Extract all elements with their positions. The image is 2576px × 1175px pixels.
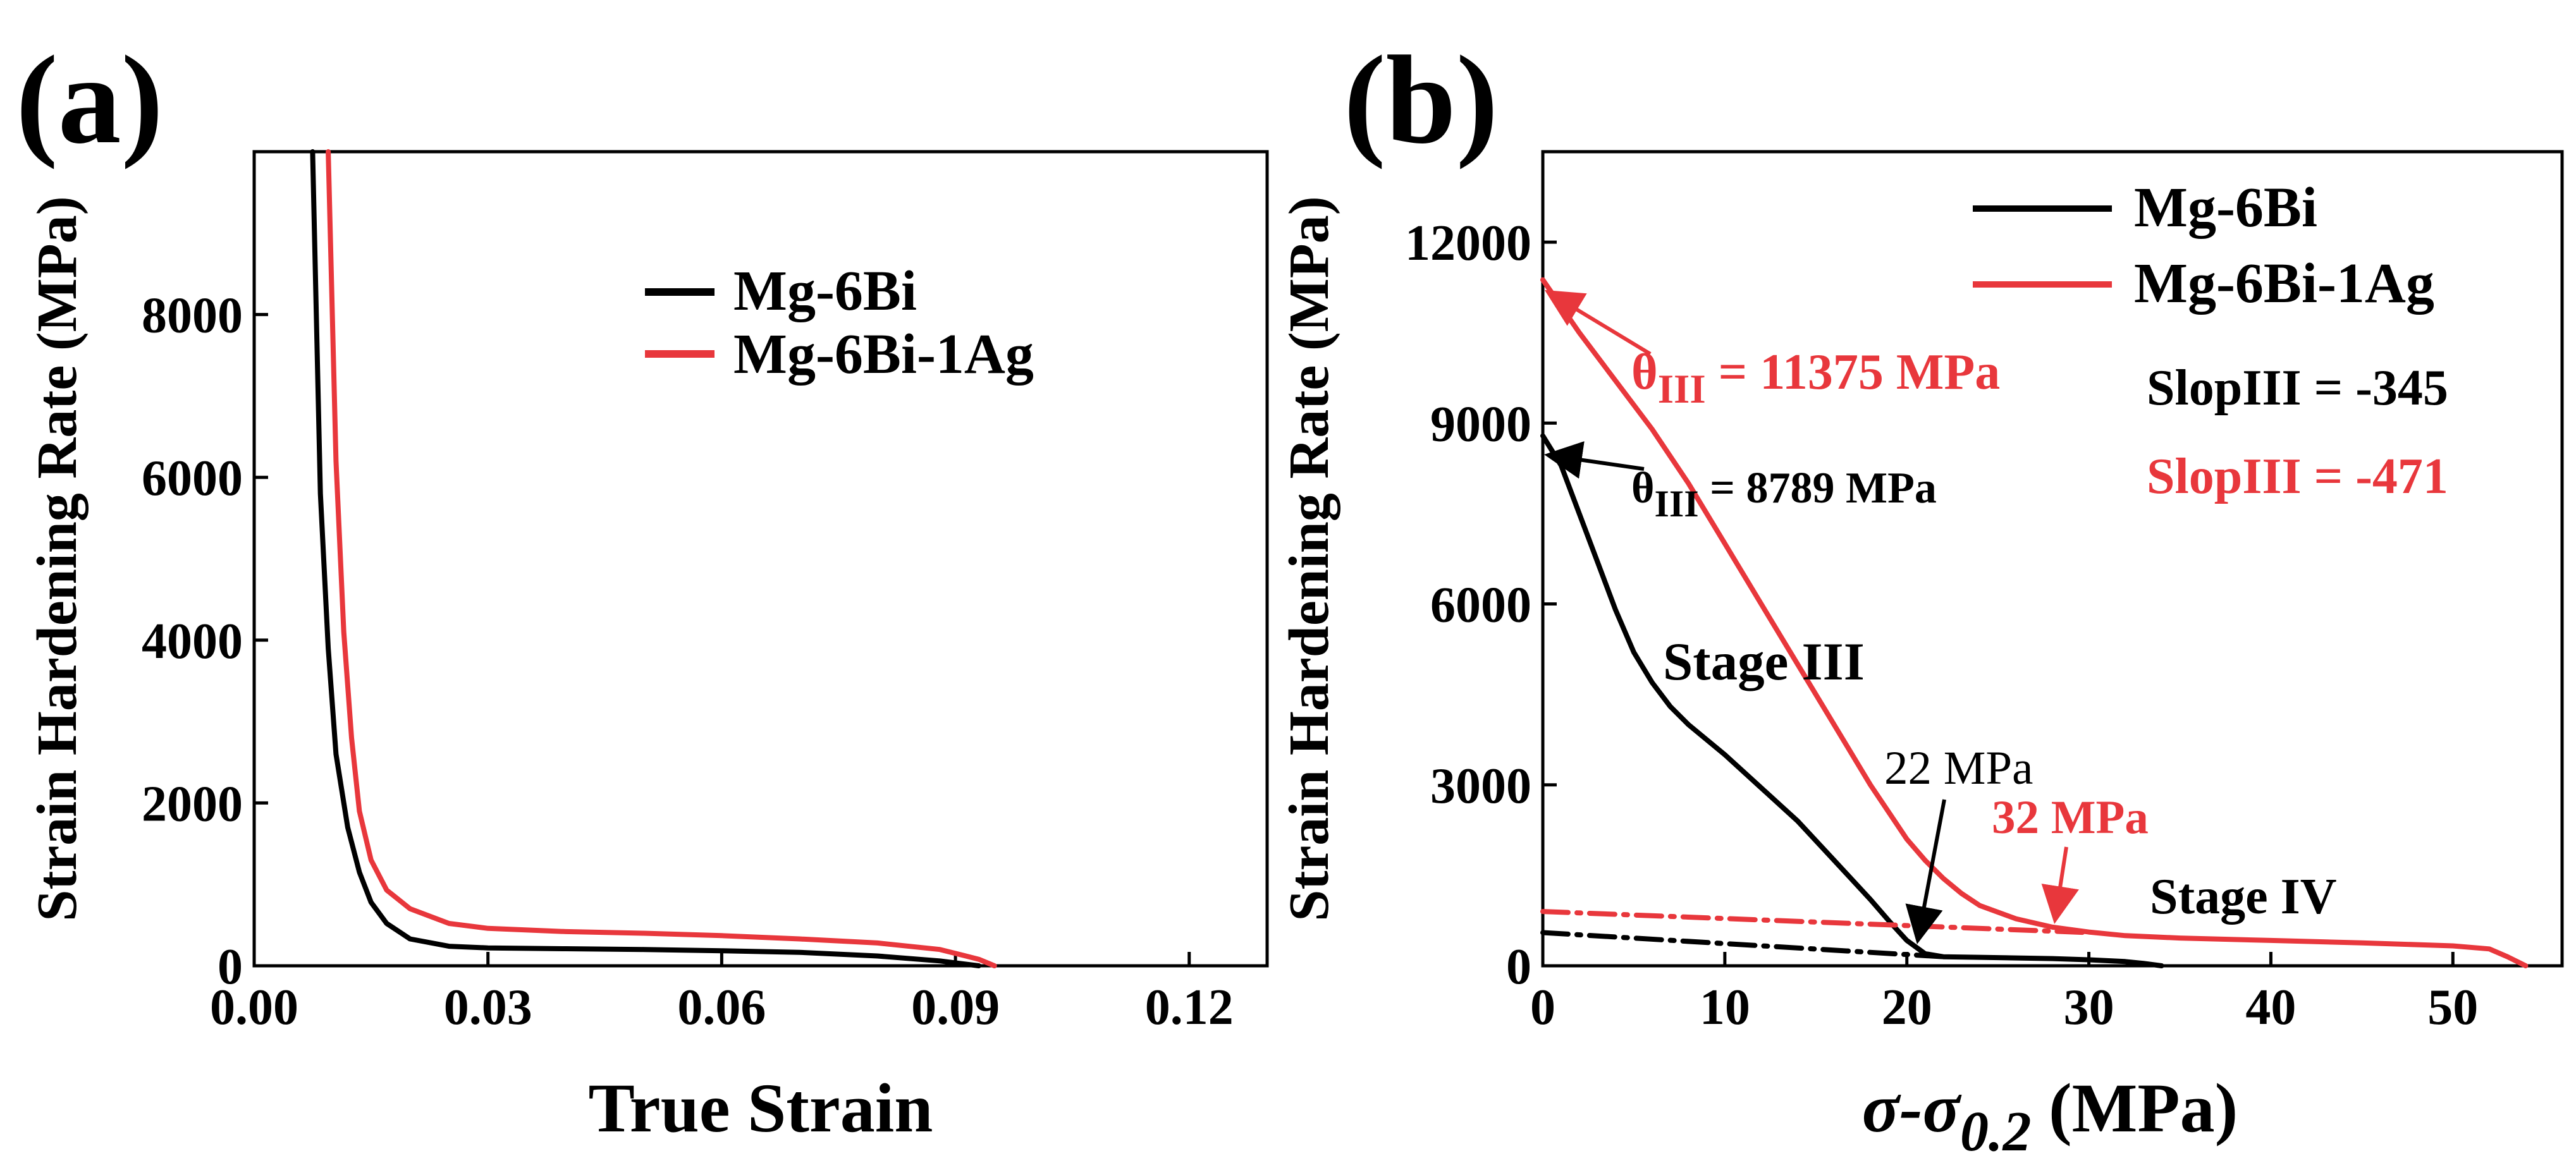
- panel-b-label: (b): [1344, 30, 1498, 170]
- y-tick-label: 6000: [142, 451, 243, 506]
- panel-a-legend: Mg-6Bi Mg-6Bi-1Ag: [645, 260, 1034, 386]
- x-label-sigma: σ-σ: [1862, 1069, 1962, 1147]
- series-line-mg-6bi-1ag: [326, 149, 997, 968]
- y-tick-label: 12000: [1405, 216, 1531, 271]
- y-tick-label: 6000: [1430, 578, 1531, 633]
- arrow-theta-black: [1544, 441, 1645, 479]
- arrow-22-mpa: [1905, 799, 1946, 944]
- arrow-theta-red: [1544, 289, 1652, 356]
- legend-label-mg-6bi: Mg-6Bi: [733, 260, 917, 322]
- x-tick-label: 40: [2245, 980, 2296, 1035]
- legend-b-label-mg-6bi: Mg-6Bi: [2134, 176, 2317, 239]
- annotation-stage-iv: Stage IV: [2150, 869, 2337, 925]
- theta-red-subscript: III: [1658, 367, 1706, 412]
- y-tick-label: 0: [218, 939, 243, 995]
- panel-a-y-ticks: 0 2000 4000 6000 8000: [142, 288, 268, 995]
- x-tick-label: 30: [2064, 980, 2114, 1035]
- panel-b-annotations: θIII = 11375 MPa θIII = 8789 MPa Stage I…: [1544, 289, 2337, 944]
- series-line-mg-6bi-fit: [1540, 930, 1946, 959]
- panel-b: (b) 0 10 20 30 40 50 0 3000 6000 9000 12000 σ-σ0.…: [1278, 30, 2564, 1163]
- series-line-mg-6bi-1ag-fit: [1540, 909, 2092, 935]
- x-tick-label: 10: [1700, 980, 1750, 1035]
- x-tick-label: 0.03: [444, 980, 532, 1035]
- legend-label-mg-6bi-1ag: Mg-6Bi-1Ag: [733, 323, 1034, 386]
- x-tick-label: 0.12: [1145, 980, 1234, 1035]
- y-tick-label: 9000: [1430, 396, 1531, 452]
- slope-label-mg-6bi: SlopIII = -345: [2147, 360, 2448, 416]
- x-tick-label: 20: [1882, 980, 1932, 1035]
- annotation-32-mpa: 32 MPa: [1992, 791, 2149, 844]
- panel-a-x-ticks: 0.00 0.03 0.06 0.09 0.12: [210, 952, 1234, 1035]
- series-line-mg-6bi: [310, 149, 981, 968]
- y-tick-label: 8000: [142, 288, 243, 344]
- x-tick-label: 0: [1530, 980, 1555, 1035]
- panel-a: (a) 0.00 0.03 0.06 0.09 0.12 0 2000 4000 6000 80…: [16, 30, 1269, 1147]
- theta-red-symbol: θ: [1631, 344, 1658, 400]
- panel-b-y-axis-label: Strain Hardening Rate (MPa): [1278, 196, 1340, 921]
- theta-black-value: = 8789 MPa: [1699, 464, 1937, 513]
- x-label-unit: (MPa): [2031, 1069, 2238, 1147]
- panel-a-y-axis-label: Strain Hardening Rate (MPa): [26, 196, 89, 921]
- panel-b-axes-frame: [1541, 150, 2564, 968]
- panel-a-series: [310, 149, 997, 968]
- theta-red-value: = 11375 MPa: [1706, 344, 2001, 400]
- panel-b-y-ticks: 0 3000 6000 9000 12000: [1405, 216, 1557, 995]
- x-tick-label: 0.00: [210, 980, 298, 1035]
- annotation-theta-red: θIII = 11375 MPa: [1631, 344, 2000, 412]
- series-line-mg-6bi-1ag: [1540, 277, 2529, 968]
- panel-a-label: (a): [16, 30, 163, 170]
- x-label-subscript: 0.2: [1960, 1100, 2032, 1163]
- legend-b-label-mg-6bi-1ag: Mg-6Bi-1Ag: [2134, 252, 2434, 315]
- arrow-32-mpa: [2041, 846, 2079, 924]
- theta-black-subscript: III: [1655, 483, 1699, 525]
- x-tick-label: 0.09: [911, 980, 1000, 1035]
- annotation-theta-black: θIII = 8789 MPa: [1631, 464, 1937, 525]
- theta-black-symbol: θ: [1631, 464, 1655, 513]
- annotation-22-mpa: 22 MPa: [1884, 742, 2033, 794]
- slope-label-mg-6bi-1ag: SlopIII = -471: [2147, 449, 2448, 504]
- annotation-stage-iii: Stage III: [1663, 632, 1865, 691]
- series-line-mg-6bi: [1540, 433, 2164, 968]
- panel-b-x-ticks: 0 10 20 30 40 50: [1530, 952, 2478, 1035]
- panel-b-series: [1540, 277, 2529, 968]
- panel-b-x-axis-label: σ-σ0.2 (MPa): [1862, 1069, 2238, 1163]
- panel-a-x-axis-label: True Strain: [589, 1069, 933, 1147]
- y-tick-label: 0: [1506, 939, 1531, 995]
- y-tick-label: 2000: [142, 776, 243, 832]
- panel-b-legend: Mg-6Bi Mg-6Bi-1Ag SlopIII = -345 SlopIII…: [1973, 176, 2448, 504]
- x-tick-label: 0.06: [677, 980, 766, 1035]
- panel-a-axes-frame: [252, 150, 1269, 968]
- y-tick-label: 3000: [1430, 758, 1531, 814]
- y-tick-label: 4000: [142, 614, 243, 669]
- x-tick-label: 50: [2427, 980, 2478, 1035]
